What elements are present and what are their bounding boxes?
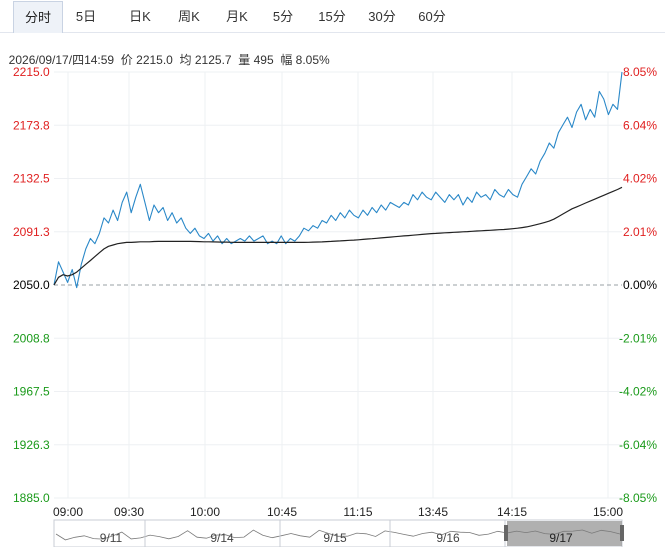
tab-7[interactable]: 30分 xyxy=(368,9,396,24)
avg-label: 均 xyxy=(179,53,192,67)
navigator-date-label: 9/14 xyxy=(210,531,234,545)
range-value: 8.05% xyxy=(295,53,330,67)
tab-0[interactable]: 分时 xyxy=(13,1,63,33)
y-tick-label: 1926.3 xyxy=(13,438,50,452)
navigator-date-label: 9/16 xyxy=(436,531,460,545)
volume-label: 量 xyxy=(238,53,251,67)
x-tick-label: 09:00 xyxy=(53,505,83,519)
quote-info-bar: 2026/09/17/四14:59 价 2215.0 均 2125.7 量 49… xyxy=(2,37,330,68)
quote-datetime: 2026/09/17/四14:59 xyxy=(8,53,115,67)
period-tab-bar: 分时 5日 日K 周K 月K 5分 15分 30分 60分 xyxy=(0,0,665,33)
pct-tick-label: -2.01% xyxy=(619,331,657,345)
tab-2[interactable]: 日K xyxy=(129,9,151,24)
navigator-date-label: 9/15 xyxy=(323,531,347,545)
y-tick-label: 1885.0 xyxy=(13,491,50,505)
x-tick-label: 14:15 xyxy=(497,505,527,519)
pct-tick-label: 8.05% xyxy=(623,65,657,79)
tab-6[interactable]: 15分 xyxy=(318,9,346,24)
avg-value: 2125.7 xyxy=(194,53,232,67)
pct-tick-label: 4.02% xyxy=(623,172,657,186)
x-tick-label: 10:45 xyxy=(267,505,297,519)
pct-tick-label: -4.02% xyxy=(619,385,657,399)
y-tick-label: 1967.5 xyxy=(13,385,50,399)
x-tick-label: 11:15 xyxy=(343,505,372,519)
tab-1[interactable]: 5日 xyxy=(75,9,97,24)
pct-tick-label: -8.05% xyxy=(619,491,657,505)
navigator-selection xyxy=(507,521,622,546)
navigator-date-label: 9/17 xyxy=(549,531,573,545)
tab-5[interactable]: 5分 xyxy=(272,9,294,24)
range-label: 幅 xyxy=(280,53,293,67)
y-tick-label: 2091.3 xyxy=(13,225,50,239)
pct-tick-label: 0.00% xyxy=(623,278,657,292)
y-tick-label: 2008.8 xyxy=(13,331,50,345)
pct-tick-label: 6.04% xyxy=(623,118,657,132)
x-tick-label: 09:30 xyxy=(114,505,144,519)
price-label: 价 xyxy=(120,53,133,67)
tab-4[interactable]: 月K xyxy=(226,9,248,24)
navigator-handle-left xyxy=(504,525,508,541)
x-tick-label: 13:45 xyxy=(418,505,448,519)
x-tick-label: 15:00 xyxy=(593,505,623,519)
volume-value: 495 xyxy=(253,53,274,67)
navigator-frame xyxy=(53,519,623,547)
price-value: 2215.0 xyxy=(136,53,173,67)
y-tick-label: 2050.0 xyxy=(13,278,50,292)
navigator-handle-right xyxy=(620,525,624,541)
navigator-date-label: 9/11 xyxy=(100,531,123,545)
tab-8[interactable]: 60分 xyxy=(418,9,446,24)
tab-3[interactable]: 周K xyxy=(178,9,200,24)
pct-tick-label: 2.01% xyxy=(623,225,657,239)
navigator-trend xyxy=(55,529,621,541)
pct-tick-label: -6.04% xyxy=(619,438,657,452)
y-tick-label: 2173.8 xyxy=(13,118,50,132)
avg-price-line xyxy=(53,186,623,286)
x-tick-label: 10:00 xyxy=(190,505,220,519)
y-tick-label: 2132.5 xyxy=(13,172,50,186)
price-line xyxy=(53,71,623,289)
